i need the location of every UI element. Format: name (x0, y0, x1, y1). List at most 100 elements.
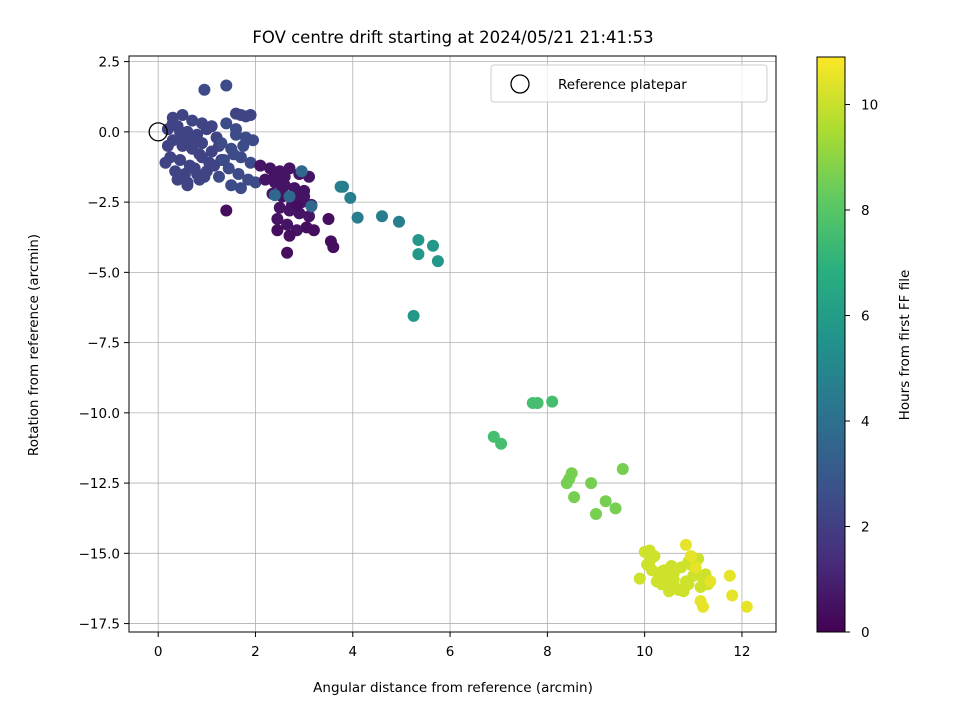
data-point (247, 134, 259, 147)
data-point (616, 463, 629, 475)
data-point (670, 582, 683, 595)
data-point (171, 173, 184, 186)
data-point (298, 190, 311, 203)
legend: Reference platepar (490, 64, 768, 103)
data-point (273, 201, 286, 214)
data-point (337, 180, 349, 193)
colorbar-tick-label: 8 (861, 203, 870, 219)
data-point (200, 165, 213, 178)
data-point (244, 109, 257, 121)
data-point (176, 139, 189, 152)
data-point (220, 204, 233, 217)
x-axis-ticks: 0 2 4 6 8 10 12 (154, 632, 751, 660)
data-point (689, 561, 702, 574)
x-axis-label: Angular distance from reference (arcmin) (313, 680, 593, 696)
x-tick-label: 12 (733, 644, 750, 660)
data-point (344, 191, 357, 204)
chart-title: FOV centre drift starting at 2024/05/21 … (252, 28, 653, 47)
y-tick-label: 0.0 (99, 125, 120, 141)
x-tick-label: 2 (251, 644, 260, 660)
data-point (546, 395, 559, 408)
data-point (303, 210, 315, 223)
data-point (174, 154, 187, 166)
data-point (407, 309, 420, 322)
data-point (655, 565, 668, 578)
y-tick-label: −10.0 (79, 406, 120, 422)
data-point (198, 83, 211, 96)
data-point (585, 477, 598, 490)
data-point (186, 134, 199, 147)
y-tick-label: −2.5 (87, 195, 120, 211)
data-point (723, 569, 736, 582)
colorbar-tick-label: 2 (861, 519, 870, 535)
x-tick-label: 10 (636, 644, 653, 660)
legend-marker (510, 74, 530, 94)
data-point (704, 575, 717, 588)
y-tick-label: −7.5 (87, 336, 120, 352)
data-point (227, 148, 240, 161)
y-tick-label: −12.5 (79, 476, 120, 492)
y-tick-label: −15.0 (79, 546, 120, 562)
colorbar: 0 2 4 6 8 10 Hours from first FF file (816, 56, 913, 641)
data-point (220, 117, 233, 130)
data-point (684, 550, 697, 563)
data-point (215, 137, 228, 150)
y-tick-label: −17.5 (79, 617, 120, 633)
data-point (220, 79, 233, 92)
data-point (351, 211, 364, 224)
y-axis-ticks: 2.5 0.0 −2.5 −5.0 −7.5 −10.0 −12.5 −15.0 −17.5 (79, 55, 129, 633)
data-point (295, 165, 308, 178)
data-point (376, 210, 388, 223)
data-point (281, 246, 294, 259)
data-point (305, 200, 318, 213)
colorbar-tick-label: 10 (861, 97, 878, 113)
data-point (283, 190, 296, 203)
data-point (560, 477, 573, 490)
data-point (268, 189, 281, 202)
data-point (599, 495, 612, 508)
x-tick-label: 8 (543, 644, 552, 660)
colorbar-gradient (816, 56, 846, 633)
data-point (159, 156, 172, 169)
data-point (393, 215, 405, 228)
colorbar-ticks: 0 2 4 6 8 10 (845, 97, 878, 641)
data-point (427, 239, 439, 252)
data-point (181, 179, 194, 192)
colorbar-tick-label: 0 (861, 625, 870, 641)
data-point (283, 229, 296, 242)
data-point (327, 241, 340, 254)
data-point (281, 218, 294, 231)
data-point (166, 117, 179, 130)
data-point (322, 213, 335, 225)
data-point (230, 128, 242, 141)
legend-label: Reference platepar (558, 77, 687, 93)
data-point (609, 502, 622, 515)
plot-frame (128, 55, 777, 633)
data-point (186, 114, 199, 127)
colorbar-tick-label: 4 (861, 414, 870, 430)
data-point (271, 224, 284, 237)
data-point (740, 600, 753, 613)
data-point (196, 137, 208, 150)
data-points (148, 79, 753, 613)
data-point (643, 555, 656, 568)
data-point (495, 437, 508, 450)
data-point (244, 156, 257, 169)
data-point (268, 168, 281, 180)
data-point (254, 159, 267, 172)
data-point (237, 139, 250, 152)
data-point (531, 397, 544, 409)
legend-box (490, 64, 768, 103)
data-point (249, 176, 262, 189)
data-point (271, 213, 284, 225)
data-point (213, 170, 225, 183)
data-point (205, 120, 218, 133)
data-point (217, 154, 230, 166)
data-point (193, 173, 206, 186)
data-point (259, 173, 272, 186)
data-point (161, 139, 174, 152)
data-point (290, 198, 303, 211)
data-point (431, 255, 444, 268)
data-point (682, 578, 695, 591)
